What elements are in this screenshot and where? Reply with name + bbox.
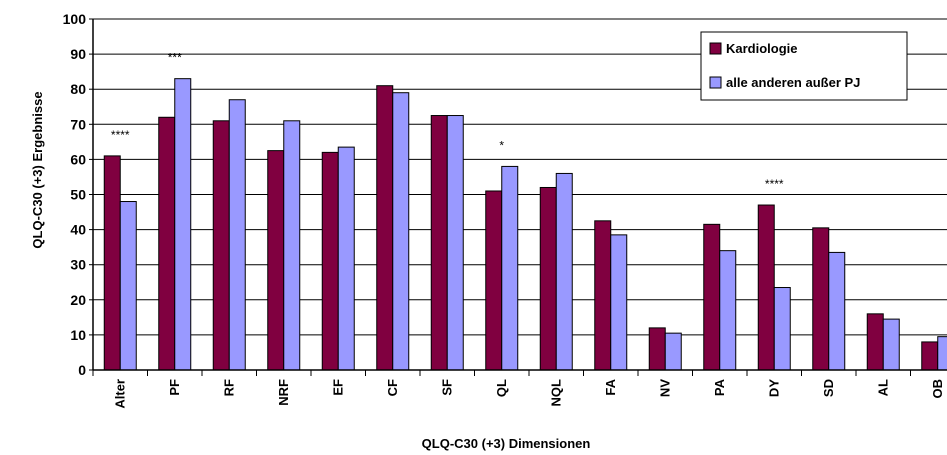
x-tick-label-ql: QL xyxy=(494,379,509,397)
significance-marker-dy: **** xyxy=(765,177,784,191)
x-tick-labels: AlterPFRFNRFEFCFSFQLNQLFANVPADYSDALOBDIF… xyxy=(112,378,945,409)
x-tick-label-al: AL xyxy=(875,379,890,396)
bar-pf-andere xyxy=(174,78,192,371)
bar-pa-andere xyxy=(719,250,737,371)
bar-ql-andere xyxy=(501,165,519,371)
bar-rf-kardiologie xyxy=(212,120,230,371)
legend-box xyxy=(700,31,908,101)
x-tick-label-cf: CF xyxy=(385,379,400,396)
bar-ql-kardiologie xyxy=(485,190,503,371)
y-axis-title: QLQ-C30 (+3) Ergebnisse xyxy=(30,91,45,248)
bar-al-kardiologie xyxy=(866,313,884,371)
y-tick-label: 0 xyxy=(78,362,86,378)
bars-group xyxy=(103,78,947,371)
y-tick-label: 40 xyxy=(70,222,86,238)
bar-alter-kardiologie xyxy=(103,155,121,371)
bar-ef-andere xyxy=(337,146,355,371)
bar-nv-andere xyxy=(664,332,682,371)
legend-label-andere: alle anderen außer PJ xyxy=(726,75,860,90)
x-tick-label-dy: DY xyxy=(766,379,781,397)
bar-sf-andere xyxy=(446,115,464,371)
x-tick-label-sd: SD xyxy=(821,379,836,397)
y-tick-label: 80 xyxy=(70,81,86,97)
x-tick-label-pf: PF xyxy=(167,379,182,396)
bar-rf-andere xyxy=(228,99,246,371)
bar-nql-andere xyxy=(555,172,573,371)
bar-cf-andere xyxy=(392,92,410,371)
bar-alter-andere xyxy=(119,201,137,371)
x-axis-title: QLQ-C30 (+3) Dimensionen xyxy=(422,436,591,451)
x-tick-label-nrf: NRF xyxy=(276,379,291,406)
y-tick-labels: 0 10 20 30 40 50 60 70 80 90 100 xyxy=(63,11,87,378)
y-tick-label: 60 xyxy=(70,151,86,167)
bar-sd-kardiologie xyxy=(812,227,830,371)
y-tick-label: 20 xyxy=(70,292,86,308)
bar-sd-andere xyxy=(828,251,846,371)
legend-swatch-andere xyxy=(709,76,722,89)
x-tick-label-sf: SF xyxy=(439,379,454,396)
axes-group xyxy=(89,18,947,376)
bar-sf-kardiologie xyxy=(430,115,448,371)
bar-nv-kardiologie xyxy=(648,327,666,371)
bar-cf-kardiologie xyxy=(376,85,394,371)
bar-pa-kardiologie xyxy=(703,223,721,371)
y-tick-label: 50 xyxy=(70,187,86,203)
x-tick-label-alter: Alter xyxy=(112,379,127,409)
bar-nql-kardiologie xyxy=(539,186,557,371)
y-tick-label: 30 xyxy=(70,257,86,273)
bar-dy-andere xyxy=(773,287,791,371)
x-tick-label-pa: PA xyxy=(712,378,727,396)
y-tick-label: 100 xyxy=(63,11,87,27)
bar-ob-andere xyxy=(937,336,947,371)
x-tick-label-nv: NV xyxy=(657,379,672,397)
x-tick-label-ef: EF xyxy=(330,379,345,396)
legend: Kardiologie alle anderen außer PJ xyxy=(700,31,908,101)
bar-ef-kardiologie xyxy=(321,151,339,371)
bar-al-andere xyxy=(882,318,900,371)
significance-annotations: ************ xyxy=(111,51,784,191)
significance-marker-ql: * xyxy=(499,138,504,152)
bar-dy-kardiologie xyxy=(757,204,775,371)
bar-fa-andere xyxy=(610,234,628,371)
y-tick-label: 70 xyxy=(70,116,86,132)
x-tick-label-fa: FA xyxy=(603,378,618,395)
bar-nrf-kardiologie xyxy=(267,150,285,371)
legend-swatch-kardiologie xyxy=(709,42,722,55)
x-tick-label-nql: NQL xyxy=(548,379,563,407)
bar-nrf-andere xyxy=(283,120,301,371)
x-tick-label-ob: OB xyxy=(930,379,945,399)
legend-label-kardiologie: Kardiologie xyxy=(726,41,798,56)
bar-pf-kardiologie xyxy=(158,116,176,371)
x-tick-label-rf: RF xyxy=(221,379,236,396)
significance-marker-pf: *** xyxy=(168,51,182,65)
y-tick-label: 90 xyxy=(70,46,86,62)
y-tick-label: 10 xyxy=(70,327,86,343)
bar-fa-kardiologie xyxy=(594,220,612,371)
significance-marker-alter: **** xyxy=(111,128,130,142)
bar-ob-kardiologie xyxy=(921,341,939,371)
